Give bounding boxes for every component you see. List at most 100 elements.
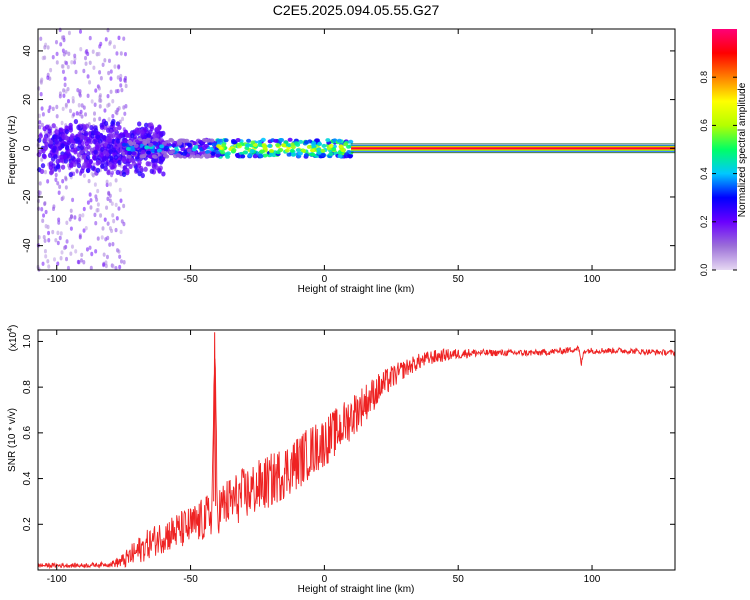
spectrogram-cell [101,62,105,68]
snr-xlabel: Height of straight line (km) [298,584,415,595]
spectrogram-cell [88,192,92,197]
spectrogram-cell [102,262,106,268]
spectrogram-cell [131,151,137,156]
spectrogram-cell [54,134,59,140]
spectrogram-cell [107,191,111,196]
colorbar-tick-label: 0.8 [699,71,709,84]
spectrogram-cell [95,197,99,202]
spectrogram-cell [123,111,127,117]
spectrogram-cell [275,150,281,155]
spectrogram-cell [268,152,274,157]
spectrogram-cell [82,228,86,233]
spectrogram-cell [52,257,56,262]
spectrogram-cell [98,98,102,103]
spectrogram-cell [235,138,241,143]
spectrogram-cell [117,159,122,166]
spectrogram-cell [84,112,88,117]
colorbar-tick-label: 0.4 [699,167,709,180]
spectrogram-cell [101,156,107,162]
spectrogram-cell [87,178,91,184]
spectrogram-cell [119,51,123,56]
spectrogram-cell [43,45,47,50]
spectrogram-cell [152,133,157,139]
spectrogram-cell [103,120,109,127]
spectrogram-cell [215,153,221,158]
spectrogram-cell [78,29,82,34]
spectrogram-cell [96,188,100,194]
snr-x-tick-label: 0 [322,574,328,585]
spectrogram-cell [84,61,88,66]
spectrogram-cell [104,37,108,42]
spectrogram-cell [80,168,85,174]
spectrogram-cell [46,45,50,50]
spectrogram-cell [39,91,43,97]
spectrogram-cell [99,213,103,218]
snr-x-tick-label: 100 [584,574,601,585]
spectrogram-cell [106,170,111,176]
spectrogram-cell [60,120,64,126]
spectrogram-cell [67,30,71,36]
spectrogram-cell [58,136,63,142]
spectrogram-cell [260,149,266,154]
spectrogram-cell [97,86,101,91]
spectrogram-cell [123,51,127,57]
spectrogram-cell [50,156,56,162]
spectrogram-cell [86,74,90,79]
spectrogram-x-tick-label: 0 [322,274,328,285]
spectrogram-cell [124,83,128,89]
spectrogram-cell [85,247,89,252]
spectrogram-cell [98,116,102,122]
spectrogram-cell [209,146,215,151]
spectrogram-cell [119,83,123,88]
snr-marks [37,332,676,570]
spectrogram-cell [55,51,59,57]
spectrogram-cell [125,132,130,138]
spectrogram-cell [93,149,98,155]
spectrogram-cell [55,60,59,65]
spectrogram-cell [289,148,295,153]
spectrogram-cell [51,54,55,60]
spectrogram-cell [96,236,100,241]
spectrogram-cell [221,143,227,148]
spectrogram-cell [58,94,62,99]
spectrogram-cell [112,218,116,224]
spectrogram-cell [113,154,119,160]
spectrogram-cell [110,120,115,127]
spectrogram-x-tick-label: -50 [183,274,198,285]
spectrogram-cell [46,224,50,230]
spectrogram-cell [80,114,84,119]
snr-spike [213,332,217,507]
spectrogram-cell [80,252,84,258]
spectrogram-cell [225,154,231,159]
spectrogram-cell [81,213,85,218]
spectrogram-cell [169,138,175,143]
spectrogram-cell [76,124,81,130]
spectrogram-cell [80,103,84,108]
spectrogram-cell [93,111,97,116]
spectrogram-cell [122,260,126,265]
colorbar-ticks: 0.0 0.2 0.4 0.6 0.8 [699,71,737,276]
spectrogram-cell [119,73,123,79]
spectrogram-cell [316,147,322,152]
spectrogram-cell [79,47,83,52]
spectrogram-cell [67,51,71,57]
spectrogram-cell [62,88,66,93]
spectrogram-cell [338,144,344,149]
spectrogram-cell [51,229,55,235]
spectrogram-cell [122,221,126,227]
spectrogram-cell [136,163,142,169]
spectrogram-cell [149,168,155,174]
spectrogram-cell [336,138,342,143]
spectrogram-cell [118,187,122,193]
spectrogram-y-tick-label: 40 [22,45,33,57]
spectrogram-cell [89,205,93,210]
spectrogram-cell [82,162,87,168]
colorbar: 0.0 0.2 0.4 0.6 0.8 Normalized spectral ampl… [699,29,748,276]
spectrogram-cell [320,148,326,153]
spectrogram-cell [193,145,199,150]
spectrogram-cell [78,233,82,238]
spectrogram-cell [47,152,53,158]
spectrogram-cell [90,99,94,104]
spectrogram-cell [140,129,145,135]
spectrogram-cell [111,147,117,153]
